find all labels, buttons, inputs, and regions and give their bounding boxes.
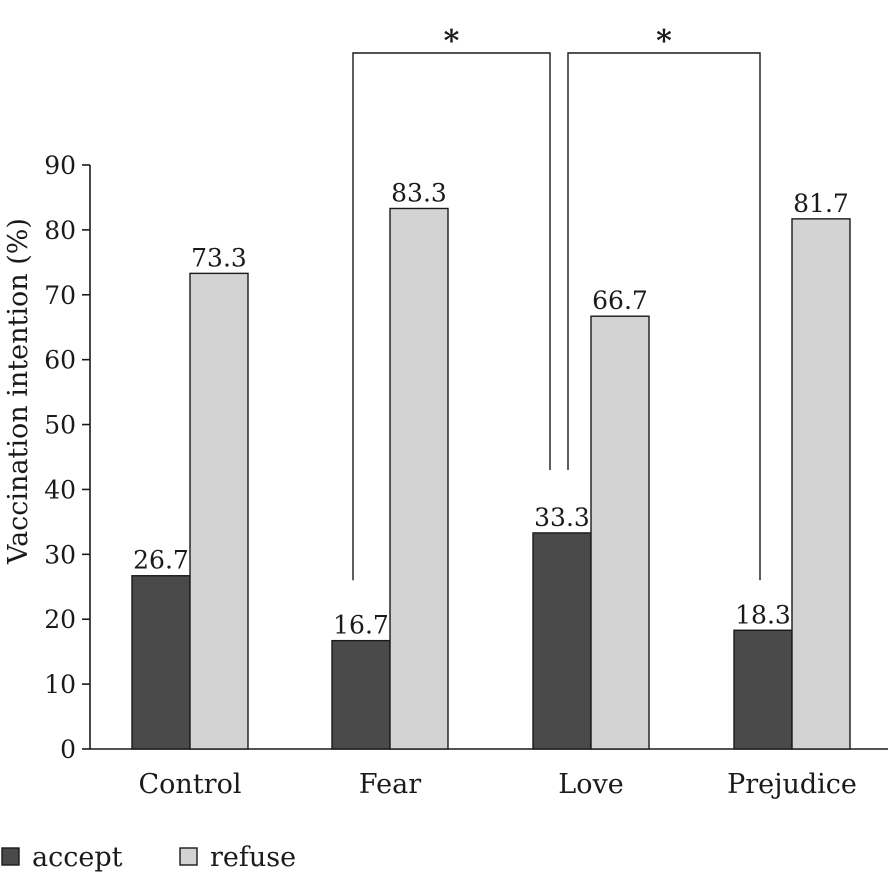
bar-value-label: 81.7 bbox=[793, 189, 849, 218]
bar-value-label: 66.7 bbox=[592, 286, 648, 315]
bar-accept-prejudice bbox=[733, 629, 793, 750]
y-tick-label: 40 bbox=[44, 475, 76, 504]
bar-value-label: 73.3 bbox=[191, 243, 247, 272]
y-tick-label: 50 bbox=[44, 411, 76, 440]
bar-value-label: 33.3 bbox=[534, 503, 590, 532]
legend-label-refuse: refuse bbox=[210, 842, 296, 873]
x-category-label: Fear bbox=[359, 769, 421, 800]
bar-accept-control bbox=[131, 575, 191, 750]
legend-label-accept: accept bbox=[32, 842, 123, 873]
legend-swatch-accept bbox=[1, 847, 20, 866]
bar-value-label: 83.3 bbox=[391, 178, 447, 207]
bar-value-label: 26.7 bbox=[133, 546, 189, 575]
legend: accept refuse bbox=[1, 842, 296, 873]
y-tick-label: 30 bbox=[44, 540, 76, 569]
legend-swatch-refuse bbox=[179, 847, 198, 866]
y-tick-label: 10 bbox=[44, 670, 76, 699]
x-category-label: Love bbox=[558, 769, 623, 800]
bar-refuse-fear bbox=[389, 207, 449, 750]
bar-refuse-control bbox=[189, 272, 249, 750]
y-tick-label: 90 bbox=[44, 151, 76, 180]
y-tick-label: 60 bbox=[44, 346, 76, 375]
bar-refuse-prejudice bbox=[791, 218, 851, 750]
y-tick-label: 70 bbox=[44, 281, 76, 310]
axes: 0 10 20 30 40 50 60 70 80 90 Control Fear Love Prejud… bbox=[44, 151, 888, 800]
significance-star: * bbox=[444, 24, 460, 59]
bar-accept-fear bbox=[331, 639, 391, 750]
significance-brackets: * * bbox=[352, 24, 761, 581]
significance-star: * bbox=[656, 24, 672, 59]
x-category-label: Prejudice bbox=[727, 769, 857, 800]
bar-accept-love bbox=[532, 532, 592, 750]
x-category-label: Control bbox=[139, 769, 242, 800]
bar-value-label: 16.7 bbox=[333, 611, 389, 640]
y-tick-label: 0 bbox=[60, 735, 76, 764]
significance-bracket bbox=[352, 52, 551, 581]
y-axis-title: Vaccination intention (%) bbox=[3, 218, 34, 565]
bars bbox=[131, 207, 851, 750]
y-tick-label: 80 bbox=[44, 216, 76, 245]
bar-value-label: 18.3 bbox=[735, 600, 791, 629]
bar-refuse-love bbox=[590, 315, 650, 750]
significance-bracket bbox=[567, 52, 761, 581]
y-tick-label: 20 bbox=[44, 605, 76, 634]
bar-labels: 26.7 73.3 16.7 83.3 33.3 66.7 18.3 81.7 bbox=[133, 178, 849, 639]
